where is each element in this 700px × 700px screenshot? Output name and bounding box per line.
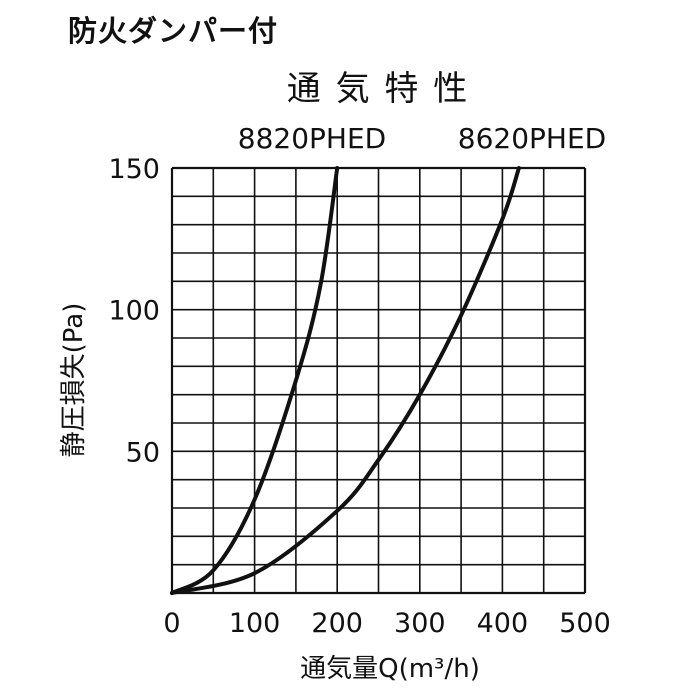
- y-axis-label: 静圧損失(Pa): [59, 303, 89, 458]
- x-tick-label: 100: [229, 608, 281, 639]
- y-tick-labels: 50 100 150: [108, 154, 160, 468]
- legend-series-1: 8620PHED: [458, 122, 606, 155]
- x-tick-label: 200: [311, 608, 363, 639]
- x-tick-label: 400: [477, 608, 529, 639]
- x-tick-labels: 0 100 200 300 400 500: [163, 608, 610, 639]
- y-tick-label: 150: [108, 154, 160, 185]
- x-tick-label: 300: [394, 608, 446, 639]
- legend-series-0: 8820PHED: [238, 122, 386, 155]
- series-lines: [170, 166, 521, 595]
- x-tick-label: 0: [163, 608, 180, 639]
- y-tick-label: 50: [126, 437, 160, 468]
- x-axis-label: 通気量Q(m³/h): [300, 654, 480, 684]
- x-tick-label: 500: [559, 608, 611, 639]
- series-line-0: [170, 166, 340, 595]
- page-title: 防火ダンパー付: [68, 14, 279, 48]
- y-tick-label: 100: [108, 296, 160, 327]
- chart-title: 通 気 特 性: [287, 69, 469, 109]
- series-line-1: [170, 166, 521, 595]
- grid: [170, 166, 587, 595]
